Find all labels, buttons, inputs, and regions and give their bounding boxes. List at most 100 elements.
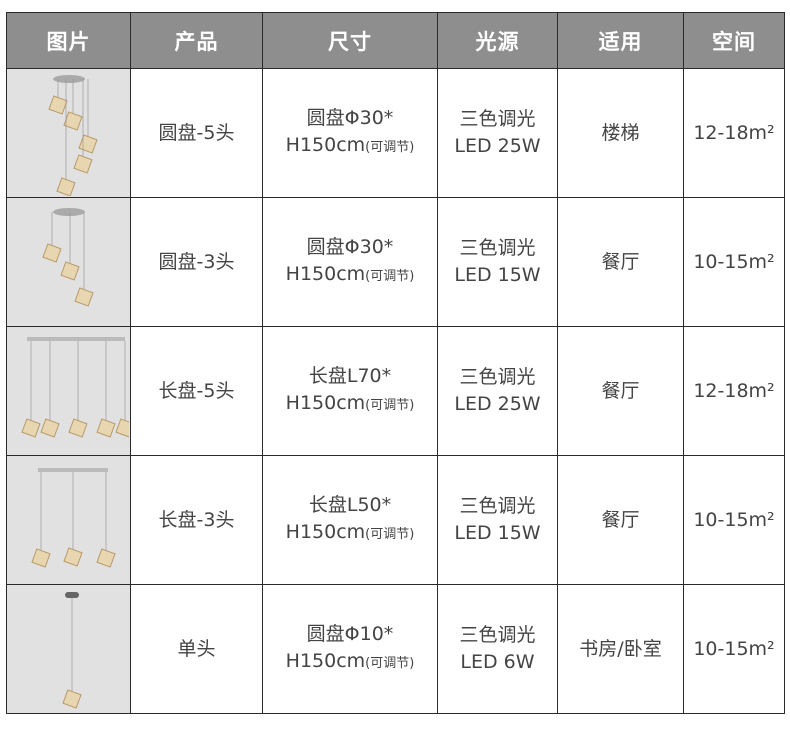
light-line2: LED 25W xyxy=(454,393,541,415)
size-cell: 圆盘Φ10* H150cm(可调节) xyxy=(262,584,438,714)
header-image: 图片 xyxy=(6,12,131,69)
light-cell: 三色调光 LED 25W xyxy=(437,68,558,198)
space-cell: 10-15m² xyxy=(683,455,785,585)
header-space: 空间 xyxy=(683,12,785,69)
table-row: 单头 圆盘Φ10* H150cm(可调节) 三色调光 LED 6W 书房/卧室 10… xyxy=(6,584,785,714)
light-line2: LED 6W xyxy=(460,651,535,673)
crystal-cube xyxy=(20,417,41,438)
size-note: (可调节) xyxy=(365,398,415,413)
light-cell: 三色调光 LED 15W xyxy=(437,455,558,585)
product-cell: 单头 xyxy=(130,584,263,714)
light-line1: 三色调光 xyxy=(459,237,536,259)
size-line1: 圆盘Φ30* xyxy=(306,236,394,258)
table-row: 圆盘-5头 圆盘Φ30* H150cm(可调节) 三色调光 LED 25W 楼梯 1… xyxy=(6,68,785,198)
product-spec-table: 图片 产品 尺寸 光源 适用 空间 圆盘-5头 圆盘Φ30* H150cm(可调节… xyxy=(6,12,785,714)
crystal-cube xyxy=(47,94,68,115)
size-note: (可调节) xyxy=(365,527,415,542)
table-row: 长盘-5头 长盘L70* H150cm(可调节) 三色调光 LED 25W 餐厅 1… xyxy=(6,326,785,456)
use-cell: 餐厅 xyxy=(557,455,684,585)
use-cell: 餐厅 xyxy=(557,326,684,456)
header-use: 适用 xyxy=(557,12,684,69)
crystal-cube xyxy=(114,417,129,438)
size-line2: H150cm(可调节) xyxy=(263,648,437,677)
size-height: H150cm xyxy=(285,650,366,672)
table-row: 圆盘-3头 圆盘Φ30* H150cm(可调节) 三色调光 LED 15W 餐厅 1… xyxy=(6,197,785,327)
size-line2: H150cm(可调节) xyxy=(263,390,437,419)
header-size: 尺寸 xyxy=(262,12,438,69)
canopy xyxy=(52,74,85,83)
space-cell: 12-18m² xyxy=(683,68,785,198)
canopy xyxy=(26,336,125,341)
size-line1: 长盘L70* xyxy=(308,365,392,387)
product-image-cell xyxy=(6,68,131,198)
crystal-cube xyxy=(59,260,80,281)
product-image-cell xyxy=(6,326,131,456)
product-cell: 圆盘-5头 xyxy=(130,68,263,198)
light-cell: 三色调光 LED 25W xyxy=(437,326,558,456)
crystal-cube xyxy=(72,153,93,174)
crystal-cube xyxy=(41,242,62,263)
pendant-lamp-image xyxy=(41,207,94,307)
crystal-cube xyxy=(95,547,116,568)
size-cell: 圆盘Φ30* H150cm(可调节) xyxy=(262,197,438,327)
use-cell: 楼梯 xyxy=(557,68,684,198)
product-cell: 长盘-5头 xyxy=(130,326,263,456)
crystal-cube xyxy=(62,546,83,567)
light-line1: 三色调光 xyxy=(459,624,536,646)
size-line1: 圆盘Φ10* xyxy=(306,623,394,645)
crystal-cube xyxy=(39,417,60,438)
use-cell: 餐厅 xyxy=(557,197,684,327)
size-note: (可调节) xyxy=(365,656,415,671)
crystal-cube xyxy=(61,688,82,709)
size-cell: 圆盘Φ30* H150cm(可调节) xyxy=(262,68,438,198)
pendant-lamp-image xyxy=(61,591,82,709)
size-height: H150cm xyxy=(285,263,366,285)
pendant-lamp-image xyxy=(20,336,129,438)
light-line2: LED 25W xyxy=(454,135,541,157)
size-height: H150cm xyxy=(285,392,366,414)
size-line2: H150cm(可调节) xyxy=(263,261,437,290)
table-row: 长盘-3头 长盘L50* H150cm(可调节) 三色调光 LED 15W 餐厅 1… xyxy=(6,455,785,585)
light-line1: 三色调光 xyxy=(459,366,536,388)
crystal-cube xyxy=(30,547,51,568)
space-cell: 10-15m² xyxy=(683,584,785,714)
pendant-lamp-image xyxy=(47,74,98,196)
size-cell: 长盘L70* H150cm(可调节) xyxy=(262,326,438,456)
size-note: (可调节) xyxy=(365,269,415,284)
pendant-lamp-image xyxy=(30,467,116,568)
crystal-cube xyxy=(77,133,98,154)
canopy xyxy=(52,207,85,216)
product-cell: 长盘-3头 xyxy=(130,455,263,585)
space-cell: 10-15m² xyxy=(683,197,785,327)
size-line1: 圆盘Φ30* xyxy=(306,107,394,129)
size-line1: 长盘L50* xyxy=(308,494,392,516)
header-row: 图片 产品 尺寸 光源 适用 空间 xyxy=(6,12,785,69)
size-height: H150cm xyxy=(285,134,366,156)
canopy xyxy=(64,591,79,598)
product-image-cell xyxy=(6,455,131,585)
product-image-cell xyxy=(6,197,131,327)
light-line1: 三色调光 xyxy=(459,495,536,517)
crystal-cube xyxy=(73,286,94,307)
header-product: 产品 xyxy=(130,12,263,69)
size-line2: H150cm(可调节) xyxy=(263,132,437,161)
size-line2: H150cm(可调节) xyxy=(263,519,437,548)
crystal-cube xyxy=(95,417,116,438)
size-height: H150cm xyxy=(285,521,366,543)
light-cell: 三色调光 LED 15W xyxy=(437,197,558,327)
size-cell: 长盘L50* H150cm(可调节) xyxy=(262,455,438,585)
canopy xyxy=(37,467,108,472)
use-cell: 书房/卧室 xyxy=(557,584,684,714)
light-line2: LED 15W xyxy=(454,264,541,286)
header-light: 光源 xyxy=(437,12,558,69)
light-line1: 三色调光 xyxy=(459,108,536,130)
crystal-cube xyxy=(55,176,76,196)
crystal-cube xyxy=(67,417,88,438)
light-cell: 三色调光 LED 6W xyxy=(437,584,558,714)
crystal-cube xyxy=(62,110,83,131)
size-note: (可调节) xyxy=(365,140,415,155)
space-cell: 12-18m² xyxy=(683,326,785,456)
light-line2: LED 15W xyxy=(454,522,541,544)
product-cell: 圆盘-3头 xyxy=(130,197,263,327)
product-image-cell xyxy=(6,584,131,714)
